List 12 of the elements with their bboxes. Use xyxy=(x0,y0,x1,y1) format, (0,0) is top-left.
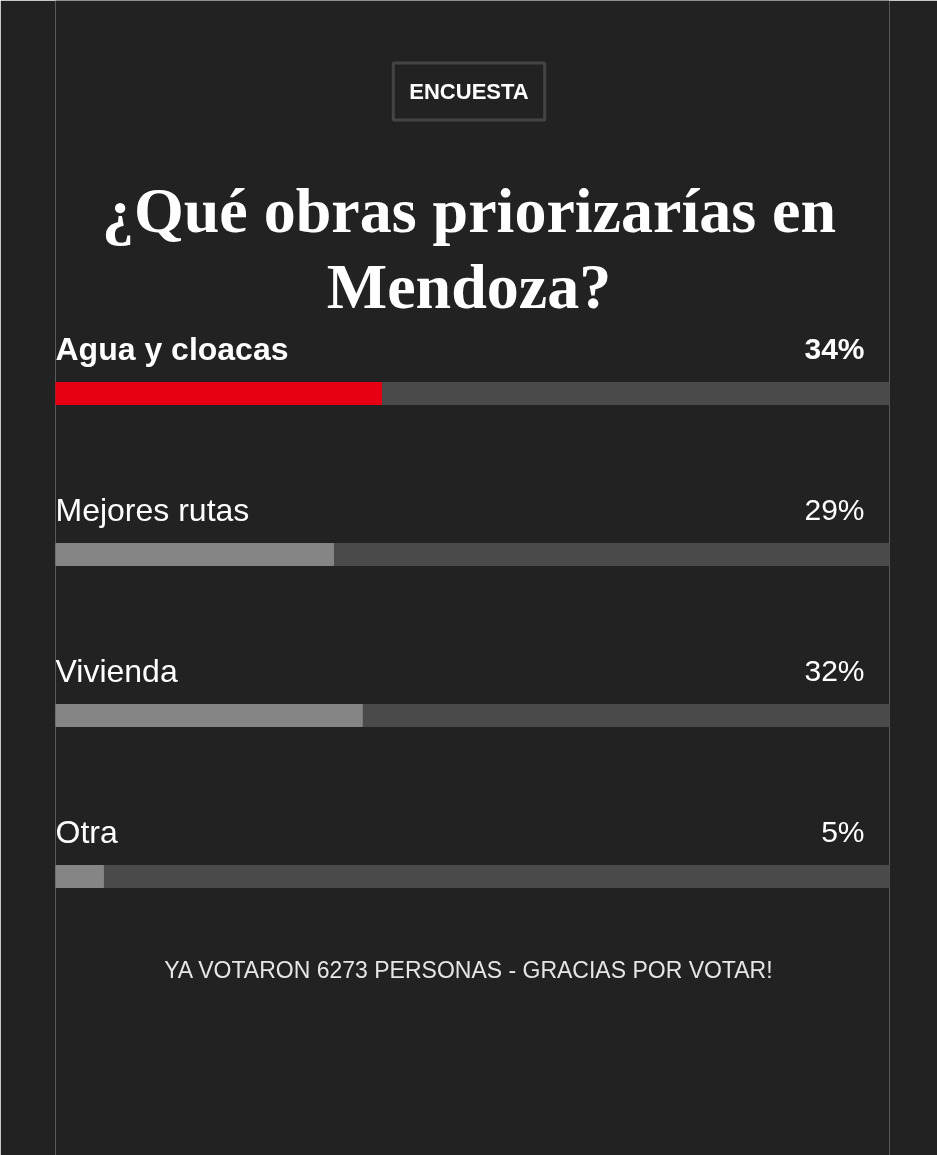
y-tick-label: Agua y cloacas xyxy=(55,330,289,367)
text: ENCUESTA xyxy=(409,79,529,104)
y-tick-label: Vivienda xyxy=(55,652,178,689)
text: YA VOTARON 6273 PERSONAS - GRACIAS POR VOTAR! xyxy=(164,956,773,983)
data-label: 5% xyxy=(821,815,865,848)
data-label: 32% xyxy=(804,654,865,687)
bar xyxy=(55,865,104,888)
y-tick-label: Otra xyxy=(55,813,118,850)
data-label: 29% xyxy=(804,493,865,526)
data-label: 34% xyxy=(804,332,865,365)
chart-title: ¿Qué obras priorizarías en Mendoza? xyxy=(101,175,837,322)
y-tick-label: Mejores rutas xyxy=(55,491,250,528)
